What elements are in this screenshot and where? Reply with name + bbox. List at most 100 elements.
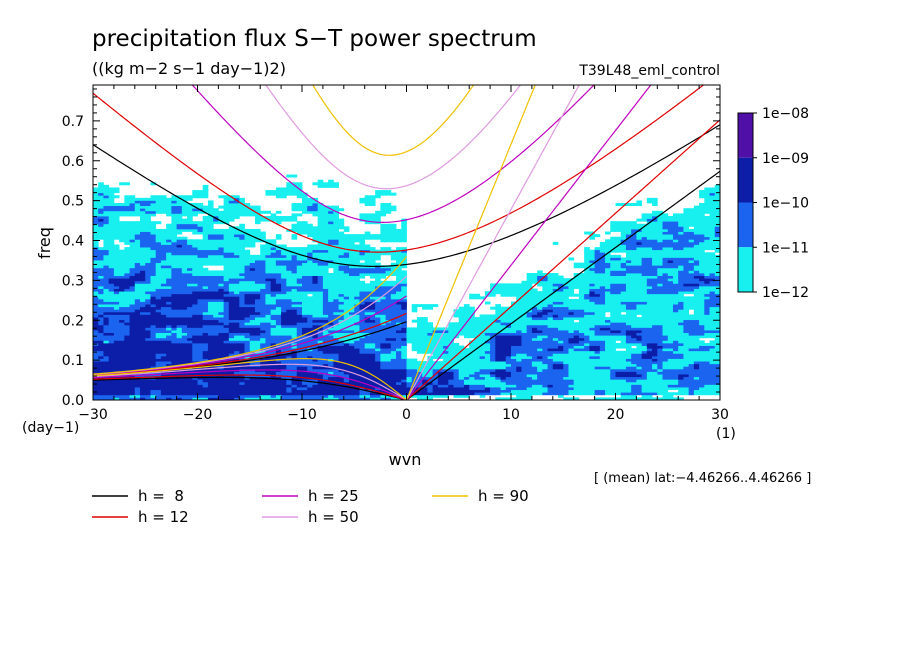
heatmap-cell bbox=[385, 265, 392, 269]
heatmap-cell bbox=[166, 381, 172, 385]
heatmap-cell bbox=[396, 363, 402, 367]
heatmap-cell bbox=[93, 278, 99, 282]
heatmap-cell bbox=[396, 273, 402, 276]
heatmap-cell bbox=[213, 288, 219, 292]
heatmap-cell bbox=[500, 288, 507, 292]
heatmap-cell bbox=[281, 296, 287, 300]
heatmap-cell bbox=[213, 252, 219, 256]
heatmap-cell bbox=[458, 350, 465, 354]
heatmap-cell bbox=[286, 342, 292, 346]
heatmap-cell bbox=[448, 368, 454, 372]
heatmap-cell bbox=[369, 322, 376, 326]
heatmap-cell bbox=[166, 197, 172, 201]
heatmap-cell bbox=[213, 257, 219, 261]
heatmap-cell bbox=[302, 247, 308, 251]
heatmap-cell bbox=[181, 317, 188, 321]
heatmap-cell bbox=[291, 392, 298, 396]
heatmap-cell bbox=[443, 342, 449, 346]
heatmap-cell bbox=[244, 236, 251, 240]
heatmap-cell bbox=[187, 270, 193, 274]
heatmap-cell bbox=[469, 324, 475, 328]
heatmap-cell bbox=[108, 345, 115, 349]
heatmap-cell bbox=[150, 247, 157, 251]
heatmap-cell bbox=[93, 389, 99, 393]
heatmap-cell bbox=[354, 247, 360, 251]
heatmap-cell bbox=[354, 363, 360, 367]
heatmap-cell bbox=[119, 345, 125, 349]
heatmap-cell bbox=[369, 293, 376, 297]
heatmap-cell bbox=[155, 342, 162, 346]
heatmap-cell bbox=[354, 340, 360, 344]
heatmap-cell bbox=[181, 278, 188, 282]
heatmap-cell bbox=[364, 197, 371, 201]
heatmap-cell bbox=[103, 345, 110, 349]
heatmap-cell bbox=[349, 355, 355, 359]
heatmap-cell bbox=[396, 236, 402, 240]
heatmap-cell bbox=[103, 298, 110, 302]
heatmap-cell bbox=[427, 332, 434, 336]
heatmap-cell bbox=[155, 384, 162, 388]
heatmap-cell bbox=[202, 342, 209, 346]
heatmap-cell bbox=[296, 337, 303, 341]
heatmap-cell bbox=[401, 309, 407, 313]
heatmap-cell bbox=[108, 384, 115, 388]
heatmap-cell bbox=[213, 304, 219, 308]
heatmap-cell bbox=[505, 342, 512, 346]
heatmap-cell bbox=[281, 215, 287, 219]
heatmap-cell bbox=[239, 228, 245, 232]
heatmap-cell bbox=[333, 296, 339, 300]
heatmap-cell bbox=[490, 366, 496, 370]
heatmap-cell bbox=[223, 342, 230, 346]
heatmap-cell bbox=[359, 376, 366, 380]
heatmap-cell bbox=[108, 309, 115, 313]
heatmap-cell bbox=[145, 273, 151, 276]
heatmap-cell bbox=[134, 314, 141, 318]
heatmap-cell bbox=[108, 291, 115, 295]
heatmap-cell bbox=[197, 353, 204, 357]
heatmap-cell bbox=[495, 397, 501, 400]
heatmap-cell bbox=[93, 301, 99, 305]
heatmap-cell bbox=[98, 205, 104, 209]
heatmap-cell bbox=[150, 309, 157, 313]
heatmap-cell bbox=[181, 265, 188, 269]
heatmap-cell bbox=[134, 384, 141, 388]
heatmap-cell bbox=[479, 394, 486, 398]
heatmap-cell bbox=[349, 296, 355, 300]
heatmap-cell bbox=[134, 213, 141, 217]
heatmap-cell bbox=[134, 340, 141, 344]
heatmap-cell bbox=[369, 257, 376, 261]
heatmap-cell bbox=[343, 234, 350, 238]
heatmap-cell bbox=[364, 319, 371, 323]
heatmap-cell bbox=[197, 257, 204, 261]
heatmap-cell bbox=[307, 288, 313, 292]
heatmap-cell bbox=[171, 265, 177, 269]
heatmap-cell bbox=[218, 355, 225, 359]
heatmap-cell bbox=[244, 275, 251, 279]
heatmap-cell bbox=[140, 270, 146, 274]
heatmap-cell bbox=[98, 301, 104, 305]
heatmap-cell bbox=[500, 376, 507, 380]
heatmap-cell bbox=[307, 311, 313, 315]
heatmap-cell bbox=[270, 397, 277, 400]
heatmap-cell bbox=[244, 327, 251, 331]
heatmap-cell bbox=[234, 247, 240, 251]
heatmap-cell bbox=[134, 244, 141, 248]
heatmap-cell bbox=[349, 381, 355, 385]
heatmap-cell bbox=[239, 291, 245, 295]
heatmap-cell bbox=[495, 335, 501, 339]
heatmap-cell bbox=[249, 236, 256, 240]
heatmap-cell bbox=[328, 314, 334, 318]
heatmap-cell bbox=[140, 361, 146, 365]
heatmap-cell bbox=[129, 309, 136, 313]
heatmap-cell bbox=[155, 324, 162, 328]
heatmap-cell bbox=[150, 257, 157, 261]
heatmap-cell bbox=[275, 332, 282, 336]
heatmap-cell bbox=[119, 278, 125, 282]
heatmap-cell bbox=[474, 345, 481, 349]
heatmap-cell bbox=[265, 291, 272, 295]
heatmap-cell bbox=[328, 317, 334, 321]
heatmap-cell bbox=[181, 260, 188, 264]
heatmap-cell bbox=[202, 296, 209, 300]
heatmap-cell bbox=[140, 283, 146, 287]
heatmap-cell bbox=[364, 340, 371, 344]
